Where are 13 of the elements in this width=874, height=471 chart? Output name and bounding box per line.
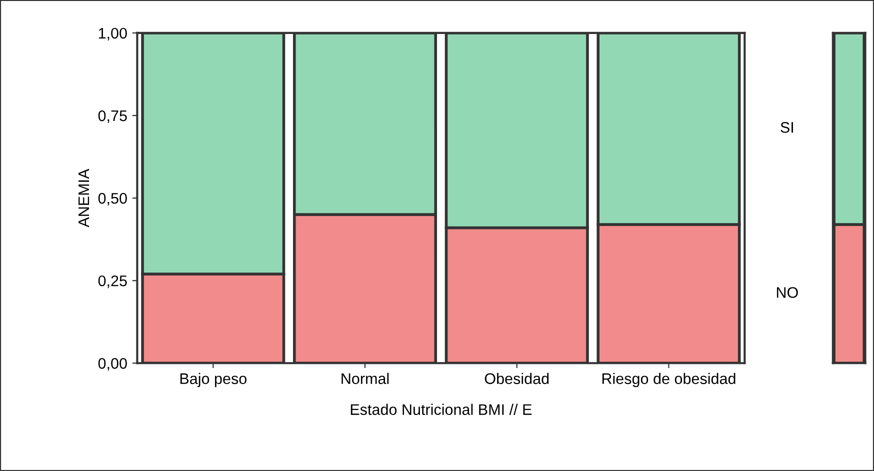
x-tick-label: Normal — [342, 372, 389, 384]
x-tick-label: Riesgo de obesidad — [602, 372, 736, 388]
y-tick-label: 0,00 — [98, 358, 127, 371]
y-tick-label: 1,00 — [98, 28, 127, 40]
text: NO — [776, 287, 798, 298]
y-tick-label: 0,50 — [98, 192, 127, 206]
x-tick-label: Bajo peso — [180, 372, 246, 388]
y-tick-label: 0,75 — [98, 110, 127, 124]
x-axis-title: Estado Nutricional BMI // E — [350, 404, 532, 415]
text: SI — [780, 122, 793, 133]
x-tick-label: Obesidad — [484, 372, 549, 384]
y-tick-label: 0,25 — [98, 275, 127, 288]
y-axis-title: ANEMIA — [78, 168, 90, 228]
